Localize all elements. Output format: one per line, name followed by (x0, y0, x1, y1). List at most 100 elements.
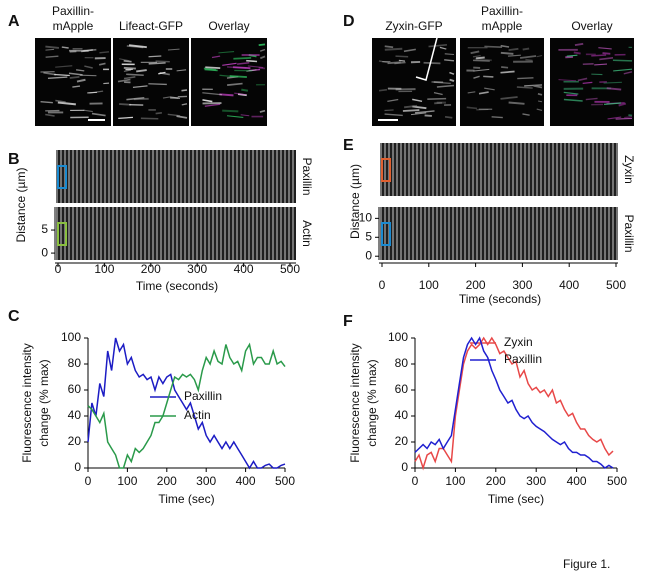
micrograph-texture (124, 61, 132, 62)
micrograph-texture (395, 56, 408, 57)
micrograph-texture (523, 49, 529, 50)
micrograph-texture (87, 92, 97, 93)
image-title: Paxillin- (481, 4, 523, 18)
micrograph-texture (575, 44, 583, 45)
x-tick-label: 0 (55, 262, 62, 276)
x-tick-label: 300 (196, 474, 216, 488)
micrograph (191, 38, 267, 126)
micrograph-texture (384, 110, 393, 111)
micrograph-texture (222, 111, 238, 112)
y-tick-label: 5 (41, 222, 48, 236)
micrograph-texture (259, 44, 265, 45)
micrograph-texture (484, 46, 502, 47)
micrograph-texture (517, 78, 533, 79)
x-tick-label: 500 (280, 262, 300, 276)
legend-label: Paxillin (504, 352, 542, 366)
y-tick-label: 0 (365, 248, 372, 262)
micrograph-texture (230, 76, 247, 77)
micrograph-texture (149, 63, 166, 64)
x-tick-label: 100 (117, 474, 137, 488)
micrograph-texture (181, 90, 187, 91)
kymograph-shade (56, 207, 296, 260)
micrograph-texture (246, 61, 257, 62)
x-axis-label: Time (sec) (158, 492, 214, 506)
panel-label: B (8, 151, 20, 168)
micrograph-texture (501, 67, 508, 68)
micrograph-texture (424, 63, 441, 64)
micrograph-texture (509, 49, 519, 50)
micrograph-texture (509, 102, 525, 103)
legend-label: Actin (184, 408, 211, 422)
y-axis-label: Distance (µm) (348, 164, 362, 239)
micrograph-texture (388, 62, 401, 63)
x-tick-label: 400 (567, 474, 587, 488)
micrograph-texture (602, 53, 610, 54)
micrograph-texture (46, 56, 59, 57)
x-axis-label: Time (seconds) (459, 292, 541, 306)
caption: Figure 1. (563, 557, 610, 571)
micrograph-texture (476, 57, 485, 58)
row-label: Actin (300, 220, 314, 247)
micrograph-texture (156, 61, 170, 62)
data-line (88, 345, 285, 469)
x-tick-label: 0 (412, 474, 419, 488)
micrograph-texture (136, 70, 146, 71)
micrograph-texture (233, 58, 251, 59)
micrograph-texture (124, 68, 136, 69)
x-tick-label: 500 (607, 474, 627, 488)
micrograph-texture (403, 110, 419, 111)
x-axis-label: Time (seconds) (136, 279, 218, 293)
micrograph-texture (148, 84, 166, 85)
x-tick-label: 100 (445, 474, 465, 488)
legend-label: Zyxin (504, 335, 533, 349)
y-tick-label: 20 (395, 434, 409, 448)
row-label: Zyxin (622, 155, 636, 184)
x-tick-label: 300 (512, 278, 532, 292)
x-tick-label: 500 (606, 278, 626, 292)
x-tick-label: 100 (419, 278, 439, 292)
micrograph-texture (149, 56, 162, 57)
micrograph-texture (467, 107, 477, 108)
y-tick-label: 5 (365, 229, 372, 243)
micrograph-texture (72, 86, 80, 87)
micrograph-texture (205, 67, 220, 68)
micrograph-texture (399, 60, 405, 61)
y-axis-label: change (% max) (37, 359, 51, 446)
micrograph-texture (427, 99, 446, 100)
x-tick-label: 400 (559, 278, 579, 292)
micrograph-texture (524, 85, 542, 86)
y-tick-label: 40 (68, 408, 82, 422)
image-title: mApple (53, 19, 94, 33)
y-axis-label: change (% max) (365, 359, 379, 446)
y-tick-label: 60 (68, 382, 82, 396)
micrograph-texture (525, 60, 532, 61)
legend-label: Paxillin (184, 389, 222, 403)
y-tick-label: 80 (395, 356, 409, 370)
x-tick-label: 200 (141, 262, 161, 276)
micrograph-texture (450, 80, 454, 81)
x-tick-label: 300 (187, 262, 207, 276)
row-label: Paxillin (622, 214, 636, 252)
micrograph-texture (156, 113, 162, 114)
y-axis-label: Fluorescence intensity (20, 343, 34, 462)
y-tick-label: 20 (68, 434, 82, 448)
image-title: Paxillin- (52, 4, 94, 18)
y-axis-label: Fluorescence intensity (348, 343, 362, 462)
y-tick-label: 60 (395, 382, 409, 396)
x-tick-label: 0 (379, 278, 386, 292)
micrograph-texture (616, 118, 632, 119)
micrograph-texture (445, 54, 454, 55)
micrograph-texture (62, 47, 69, 48)
x-tick-label: 400 (234, 262, 254, 276)
micrograph-texture (70, 77, 80, 78)
kymograph-shade (56, 150, 296, 203)
x-tick-label: 200 (486, 474, 506, 488)
image-title: mApple (482, 19, 523, 33)
panel-label: E (343, 137, 354, 154)
micrograph-texture (379, 90, 387, 91)
x-tick-label: 500 (275, 474, 295, 488)
panel-label: A (8, 13, 20, 30)
micrograph-texture (613, 60, 632, 61)
y-axis-label: Distance (µm) (14, 168, 28, 243)
